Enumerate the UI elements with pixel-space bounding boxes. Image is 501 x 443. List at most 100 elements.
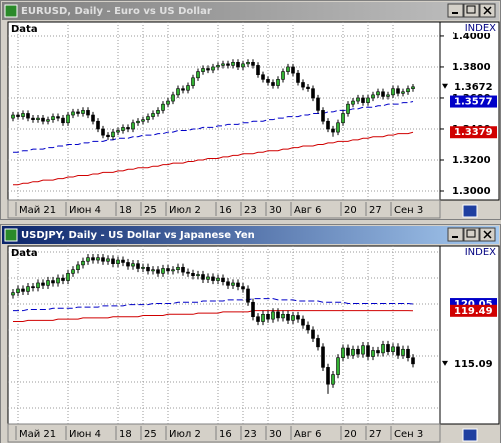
candle-body [326,120,330,130]
x-tick-label: 30 [269,205,282,216]
index-box [454,247,498,257]
candle-body [371,94,375,99]
candle-body [156,269,160,274]
candle-body [346,103,350,114]
window-button-min[interactable] [447,227,464,242]
candle-body [251,301,255,318]
candle-body [406,348,410,358]
candle-body [246,62,250,65]
price-label-box [450,80,497,93]
candle-body [116,259,120,264]
x-tick-label: Май 21 [19,205,56,216]
candle-body [101,257,105,262]
icon [466,5,476,14]
candle-body [236,282,240,287]
candle-body [341,347,345,358]
x-tick-label: Сен 3 [394,429,423,440]
candle-body [26,113,30,119]
candle-body [281,314,285,319]
candle-body [106,258,110,262]
candle-body [341,113,345,124]
window-button-min[interactable] [447,3,464,18]
x-tick-label: 27 [369,429,382,440]
candle-body [146,266,150,272]
candle-body [241,286,245,290]
candle-body [46,280,50,286]
icon [483,6,492,15]
candle-body [131,122,135,130]
candle-body [121,127,125,131]
candle-body [336,357,340,375]
price-arrow [442,360,448,366]
candle-body [66,273,70,281]
y-tick-label: 1.3200 [452,155,491,166]
x-tick-label: Сен 3 [394,205,423,216]
candle-body [211,276,215,281]
candle-body [261,314,265,322]
window-title: EURUSD, Daily - Euro vs US Dollar [21,6,212,17]
x-tick-label: 16 [219,205,232,216]
candle-body [21,288,25,292]
candle-body [16,288,20,293]
candle-body [276,79,280,86]
candle-body [296,315,300,320]
candle-body [116,130,120,133]
candle-body [241,63,245,68]
candle-body [11,292,15,296]
price-label: 120.05 [454,299,493,310]
candle-body [81,110,85,114]
candle-body [21,113,25,117]
candle-body [221,277,225,283]
candle-body [211,66,215,71]
candle-body [256,65,260,76]
candle-body [396,346,400,356]
candle-body [101,128,105,136]
candle-body [51,116,55,120]
candle-body [296,72,300,83]
candle-body [266,79,270,83]
candle-body [206,276,210,280]
candle-body [26,286,30,292]
candle-body [221,63,225,66]
candle-body [66,114,70,124]
candle-body [141,266,145,269]
candle-body [136,120,140,124]
candle-body [141,119,145,122]
candle-body [321,110,325,122]
candle-body [401,91,405,94]
ma-line [13,310,414,323]
y-tick-label: 1.3000 [452,186,491,197]
candle-body [31,286,35,289]
candle-body [401,348,405,356]
candle-body [96,120,100,130]
x-tick-label: 27 [369,205,382,216]
candle-body [126,127,130,130]
data-label: Data [11,248,38,259]
x-tick-label: 20 [344,205,357,216]
candle-body [191,77,195,86]
candle-body [231,282,235,286]
candle-body [91,114,95,122]
candle-body [156,110,160,114]
candle-body [171,269,175,272]
candle-body [201,274,205,280]
candle-body [291,315,295,321]
candle-body [96,257,100,261]
candle-body [111,131,115,138]
candle-body [286,314,290,321]
x-tick-label: Авг 6 [294,205,322,216]
candle-body [126,262,130,267]
price-label-box [450,357,497,370]
index-box [454,23,498,33]
icon [466,229,476,238]
price-arrow [442,83,448,89]
title-bar [2,2,499,20]
candle-body [331,128,335,133]
candle-body [226,63,230,66]
candle-body [306,86,310,89]
candle-body [351,348,355,356]
candle-body [261,74,265,80]
candle-body [316,338,320,348]
window-icon [4,228,18,242]
